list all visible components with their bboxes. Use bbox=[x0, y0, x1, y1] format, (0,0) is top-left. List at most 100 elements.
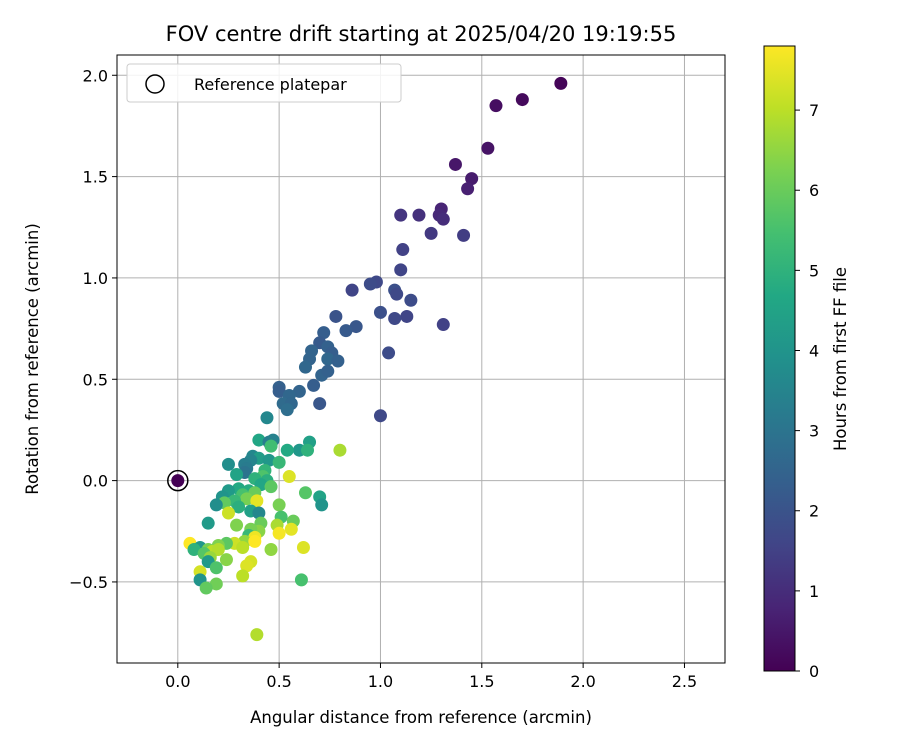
data-point bbox=[489, 99, 503, 113]
data-point bbox=[230, 518, 244, 532]
data-point bbox=[236, 540, 250, 554]
colorbar-tick-label: 4 bbox=[809, 341, 819, 360]
colorbar bbox=[763, 45, 796, 672]
data-point bbox=[264, 439, 278, 453]
colorbar-tick-label: 0 bbox=[809, 662, 819, 681]
data-point bbox=[292, 384, 306, 398]
plot-area-frame bbox=[116, 54, 726, 664]
data-point bbox=[373, 305, 387, 319]
data-point bbox=[280, 403, 294, 417]
colorbar-ticks: 0 1 2 3 4 5 6 7 bbox=[795, 101, 819, 681]
data-point bbox=[240, 559, 254, 573]
chart-title: FOV centre drift starting at 2025/04/20 … bbox=[166, 22, 677, 46]
colorbar-tick-label: 2 bbox=[809, 502, 819, 521]
legend-marker-reference bbox=[145, 74, 165, 94]
x-tick-label: 2.0 bbox=[570, 672, 595, 691]
data-point bbox=[298, 360, 312, 374]
data-point bbox=[321, 364, 335, 378]
data-point bbox=[436, 212, 450, 226]
data-point bbox=[282, 470, 296, 484]
data-point bbox=[329, 309, 343, 323]
y-tick-label: −0.5 bbox=[69, 573, 108, 592]
y-axis-label: Rotation from reference (arcmin) bbox=[23, 223, 42, 495]
data-point bbox=[394, 263, 408, 277]
data-point bbox=[373, 409, 387, 423]
data-point bbox=[465, 172, 479, 186]
data-point bbox=[236, 569, 250, 583]
data-point bbox=[412, 208, 426, 222]
data-point bbox=[301, 443, 315, 457]
data-point bbox=[296, 540, 310, 554]
x-tick-label: 0.0 bbox=[165, 672, 190, 691]
data-point bbox=[272, 455, 286, 469]
data-point bbox=[284, 522, 298, 536]
legend-box bbox=[126, 63, 402, 103]
grid-lines bbox=[117, 55, 725, 663]
data-point bbox=[315, 498, 329, 512]
data-point bbox=[250, 494, 264, 508]
legend: Reference platepar bbox=[126, 63, 402, 103]
data-point bbox=[345, 283, 359, 297]
data-point bbox=[211, 543, 225, 557]
data-point bbox=[400, 309, 414, 323]
legend-entry-reference: Reference platepar bbox=[194, 75, 347, 94]
data-point bbox=[280, 443, 294, 457]
data-point bbox=[394, 208, 408, 222]
data-point bbox=[219, 553, 233, 567]
data-point bbox=[339, 324, 353, 338]
data-point bbox=[250, 628, 264, 642]
y-tick-label: 0.0 bbox=[83, 472, 108, 491]
colorbar-label: Hours from first FF file bbox=[831, 267, 850, 451]
data-point bbox=[252, 506, 266, 520]
colorbar-tick-label: 3 bbox=[809, 422, 819, 441]
x-axis-label: Angular distance from reference (arcmin) bbox=[250, 708, 592, 727]
data-point bbox=[363, 277, 377, 291]
x-tick-label: 1.0 bbox=[368, 672, 393, 691]
colorbar-tick-label: 7 bbox=[809, 101, 819, 120]
data-point bbox=[390, 287, 404, 301]
data-point bbox=[221, 457, 235, 471]
data-point bbox=[461, 182, 475, 196]
data-point bbox=[209, 498, 223, 512]
data-point bbox=[264, 480, 278, 494]
data-point bbox=[232, 500, 246, 514]
data-point bbox=[424, 226, 438, 240]
x-tick-label: 1.5 bbox=[469, 672, 494, 691]
data-point bbox=[481, 141, 495, 155]
data-point bbox=[436, 318, 450, 332]
y-tick-label: 1.0 bbox=[83, 269, 108, 288]
data-point bbox=[294, 573, 308, 587]
data-point bbox=[404, 293, 418, 307]
data-point bbox=[382, 346, 396, 360]
data-point bbox=[321, 352, 335, 366]
axis-ticks: 0.0 0.5 1.0 1.5 2.0 2.5 −0.5 0.0 0.5 1.0 1.5 2.0 bbox=[69, 66, 697, 691]
data-point bbox=[448, 157, 462, 171]
colorbar-tick-label: 6 bbox=[809, 181, 819, 200]
x-tick-label: 2.5 bbox=[672, 672, 697, 691]
data-point bbox=[272, 526, 286, 540]
data-point bbox=[331, 354, 345, 368]
data-point bbox=[209, 561, 223, 575]
data-point bbox=[264, 543, 278, 557]
scatter-points bbox=[167, 76, 568, 642]
data-point bbox=[187, 543, 201, 557]
colorbar-tick-label: 5 bbox=[809, 261, 819, 280]
data-point bbox=[317, 326, 331, 340]
data-point bbox=[388, 311, 402, 325]
y-tick-label: 2.0 bbox=[83, 66, 108, 85]
reference-platepar-marker bbox=[167, 469, 189, 492]
data-point bbox=[349, 320, 363, 334]
data-point bbox=[554, 76, 568, 90]
y-tick-label: 0.5 bbox=[83, 370, 108, 389]
data-point bbox=[199, 581, 213, 595]
data-point bbox=[248, 534, 262, 548]
data-point bbox=[221, 506, 235, 520]
data-point bbox=[396, 243, 410, 257]
data-point bbox=[313, 397, 327, 411]
y-tick-label: 1.5 bbox=[83, 168, 108, 187]
data-point bbox=[240, 492, 254, 506]
data-point bbox=[515, 93, 529, 107]
data-point bbox=[230, 468, 244, 482]
